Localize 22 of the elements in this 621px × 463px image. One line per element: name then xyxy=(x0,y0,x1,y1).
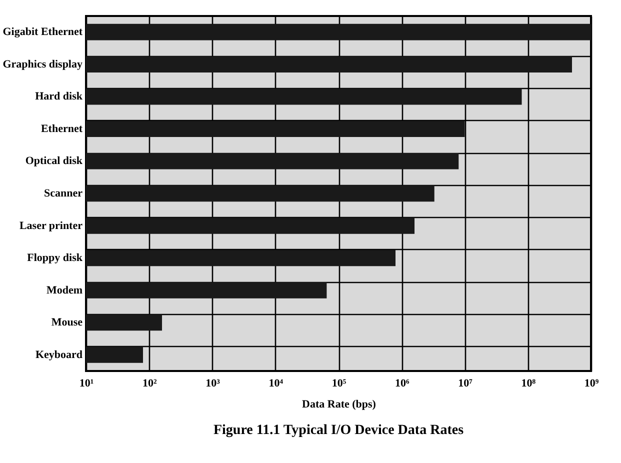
text: Figure 11.1 Typical I/O Device Data Rates xyxy=(213,423,464,438)
x-tick-label: 10² xyxy=(142,378,158,390)
y-tick-label: Gigabit Ethernet xyxy=(2,26,83,38)
y-tick-label: Laser printer xyxy=(19,220,83,232)
x-tick-label: 10⁴ xyxy=(268,378,284,390)
y-tick-label: Optical disk xyxy=(25,155,84,168)
x-tick-label: 10⁵ xyxy=(332,378,347,390)
y-tick-label: Mouse xyxy=(51,316,83,329)
y-tick-label: Graphics display xyxy=(2,58,83,70)
y-tick-label: Floppy disk xyxy=(27,252,84,264)
x-tick-label: 10³ xyxy=(206,378,221,390)
y-tick-label: Ethernet xyxy=(40,122,83,135)
x-tick-label: 10¹ xyxy=(79,378,94,390)
x-axis-title: Data Rate (bps) xyxy=(302,398,376,410)
y-tick-label: Modem xyxy=(46,284,82,296)
x-tick-label: 10⁸ xyxy=(521,378,536,390)
y-tick-label: Hard disk xyxy=(35,90,84,103)
y-tick-label: Keyboard xyxy=(35,348,82,361)
x-tick-label: 10⁶ xyxy=(394,378,410,390)
y-tick-label: Scanner xyxy=(44,188,83,200)
x-tick-label: 10⁹ xyxy=(584,378,600,390)
x-tick-label: 10⁷ xyxy=(458,378,474,390)
